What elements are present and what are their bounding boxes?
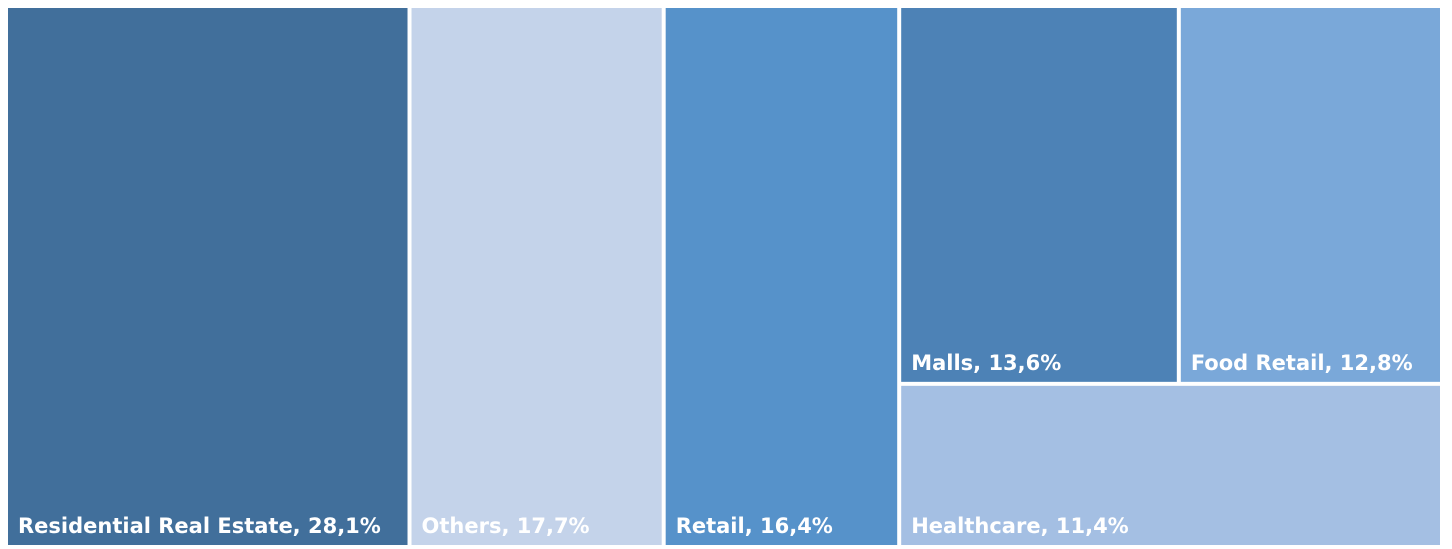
tile-label: Malls, 13,6% [911,351,1061,375]
tile-label: Healthcare, 11,4% [911,514,1129,538]
tile-label: Others, 17,7% [422,514,590,538]
tile [8,8,408,545]
tile [1180,8,1440,382]
tile [665,8,898,545]
tile [901,8,1177,382]
tile [411,8,662,545]
tile [901,385,1440,545]
tile-label: Residential Real Estate, 28,1% [18,514,381,538]
tile-label: Food Retail, 12,8% [1191,351,1413,375]
tile-label: Retail, 16,4% [676,514,833,538]
